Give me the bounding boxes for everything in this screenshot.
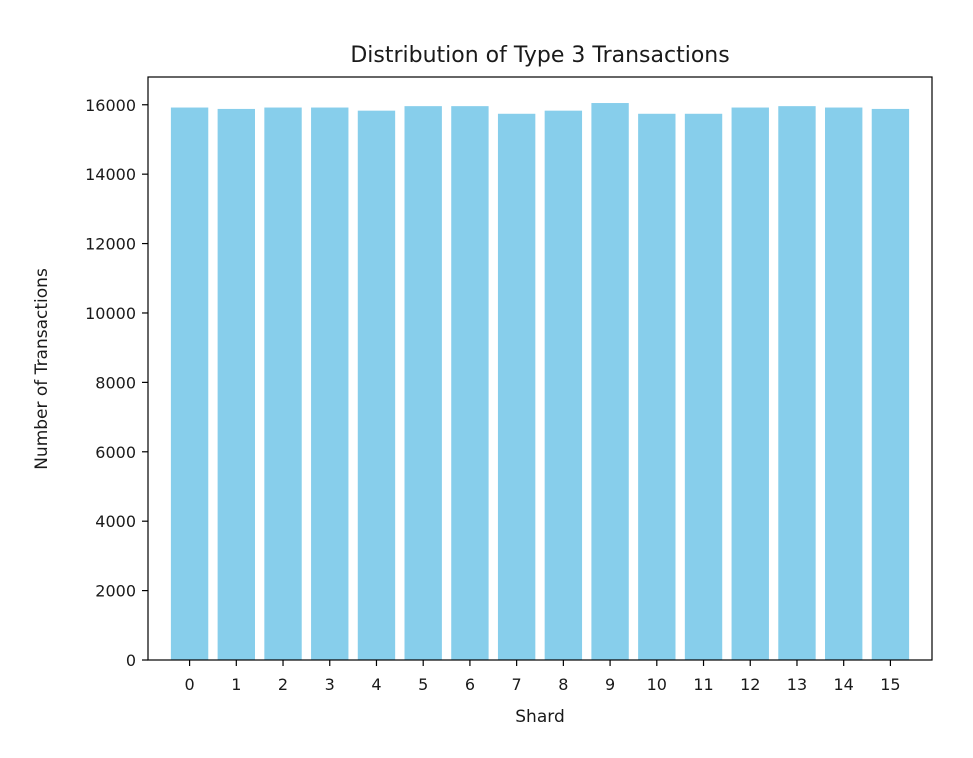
x-tick-label: 11	[693, 675, 713, 694]
y-axis-label: Number of Transactions	[32, 268, 52, 470]
y-tick-label: 14000	[85, 165, 136, 184]
y-tick-label: 4000	[95, 512, 136, 531]
bar-shard-11	[684, 113, 723, 660]
x-tick-label: 0	[184, 675, 194, 694]
bar-shard-6	[451, 106, 489, 660]
bar-shard-13	[778, 106, 816, 660]
x-axis-label: Shard	[515, 707, 564, 727]
y-tick-label: 8000	[95, 373, 136, 392]
bars	[170, 103, 910, 661]
y-axis: 0 2000 4000 6000 8000 10000 12000 14000 16000	[85, 96, 148, 670]
bar-shard-4	[357, 110, 396, 660]
bar-shard-1	[217, 108, 255, 661]
bar-shard-14	[825, 107, 863, 661]
x-tick-label: 3	[325, 675, 335, 694]
y-tick-label: 6000	[95, 443, 136, 462]
x-tick-label: 4	[371, 675, 381, 694]
plot-area-frame	[147, 76, 933, 661]
x-axis: 0 1 2 3 4 5 6 7 8 9 10 11 12 13 14 15	[184, 660, 901, 694]
x-tick-label: 8	[558, 675, 568, 694]
x-tick-label: 9	[605, 675, 615, 694]
x-tick-label: 1	[231, 675, 241, 694]
bar-shard-0	[170, 107, 209, 661]
x-tick-label: 6	[465, 675, 475, 694]
x-tick-label: 10	[647, 675, 667, 694]
chart-title: Distribution of Type 3 Transactions	[350, 43, 729, 68]
y-tick-label: 12000	[85, 235, 136, 254]
bar-shard-12	[731, 107, 769, 661]
y-tick-label: 0	[126, 651, 136, 670]
bar-shard-8	[544, 110, 583, 660]
bar-shard-5	[404, 106, 442, 660]
y-tick-label: 10000	[85, 304, 136, 323]
x-tick-label: 12	[740, 675, 760, 694]
x-tick-label: 13	[787, 675, 807, 694]
bar-shard-15	[871, 108, 910, 661]
bar-shard-2	[264, 107, 302, 661]
bar-shard-7	[497, 113, 536, 660]
x-tick-label: 14	[834, 675, 854, 694]
x-tick-label: 7	[512, 675, 522, 694]
y-tick-label: 2000	[95, 582, 136, 601]
bar-shard-3	[311, 107, 349, 661]
x-tick-label: 15	[880, 675, 900, 694]
bar-shard-10	[638, 113, 676, 660]
x-tick-label: 5	[418, 675, 428, 694]
x-tick-label: 2	[278, 675, 288, 694]
y-tick-label: 16000	[85, 96, 136, 115]
bar-shard-9	[591, 103, 629, 660]
